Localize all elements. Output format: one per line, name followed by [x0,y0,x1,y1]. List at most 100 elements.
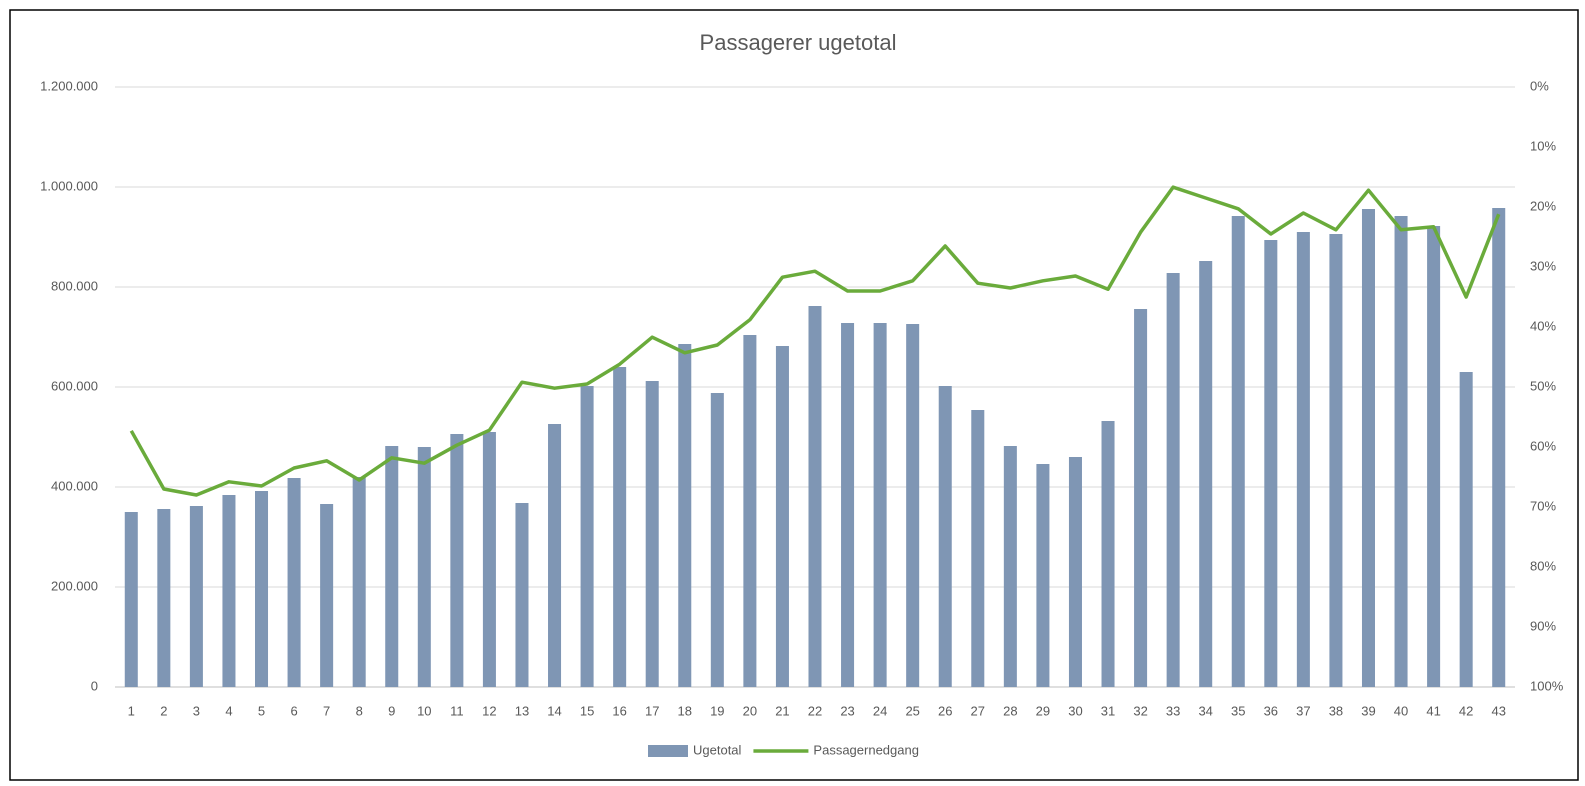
y2-tick-label: 40% [1530,318,1556,333]
x-tick-label: 12 [482,703,496,718]
x-tick-label: 23 [840,703,854,718]
x-tick-label: 5 [258,703,265,718]
x-tick-label: 6 [290,703,297,718]
bar [808,306,822,687]
bar [938,386,952,687]
x-tick-label: 28 [1003,703,1017,718]
x-tick-label: 16 [612,703,626,718]
bar [775,346,789,687]
bar [873,323,887,687]
x-tick-label: 41 [1426,703,1440,718]
x-tick-label: 2 [160,703,167,718]
x-tick-label: 42 [1459,703,1473,718]
y-tick-label: 800.000 [51,278,98,293]
bar [580,386,594,687]
bar [515,503,529,687]
y-tick-label: 600.000 [51,378,98,393]
y-tick-label: 1.200.000 [40,78,98,93]
bar [222,495,236,687]
y2-tick-label: 50% [1530,378,1556,393]
x-tick-label: 7 [323,703,330,718]
x-tick-label: 21 [775,703,789,718]
y2-tick-label: 30% [1530,258,1556,273]
y2-tick-label: 10% [1530,138,1556,153]
bar [157,509,171,687]
x-tick-label: 33 [1166,703,1180,718]
y-tick-label: 0 [91,678,98,693]
bar [1134,309,1148,687]
bar [971,410,985,687]
x-tick-label: 3 [193,703,200,718]
bar [1361,209,1375,687]
y-tick-label: 1.000.000 [40,178,98,193]
bar [743,335,757,687]
bar [1459,372,1473,687]
bar [255,491,269,687]
x-tick-label: 24 [873,703,887,718]
chart-frame [9,9,1579,781]
y-tick-label: 400.000 [51,478,98,493]
bar [1492,208,1506,687]
bar [678,344,692,687]
y2-tick-label: 70% [1530,498,1556,513]
bar [906,324,920,687]
x-tick-label: 9 [388,703,395,718]
x-tick-label: 18 [678,703,692,718]
bar [482,432,496,687]
x-tick-label: 38 [1329,703,1343,718]
chart-title: Passagerer ugetotal [700,30,897,55]
x-tick-label: 25 [905,703,919,718]
x-tick-label: 8 [356,703,363,718]
bar [450,434,464,687]
x-tick-label: 40 [1394,703,1408,718]
bar [841,323,855,687]
bar [320,504,334,687]
x-tick-label: 36 [1264,703,1278,718]
x-tick-label: 35 [1231,703,1245,718]
x-tick-label: 15 [580,703,594,718]
x-tick-label: 17 [645,703,659,718]
bar [124,512,138,687]
x-tick-label: 27 [971,703,985,718]
x-tick-label: 10 [417,703,431,718]
x-tick-label: 37 [1296,703,1310,718]
bar [1199,261,1213,687]
y2-tick-label: 90% [1530,618,1556,633]
x-tick-label: 14 [547,703,561,718]
bar [645,381,659,687]
bar [1036,464,1050,687]
x-tick-label: 20 [743,703,757,718]
y2-tick-label: 20% [1530,198,1556,213]
x-tick-label: 11 [450,703,464,718]
x-tick-label: 22 [808,703,822,718]
bar [1101,421,1115,687]
bar [1166,273,1180,687]
x-tick-label: 30 [1068,703,1082,718]
bar [1329,234,1343,687]
x-tick-label: 34 [1198,703,1212,718]
bar [352,477,366,687]
x-tick-label: 39 [1361,703,1375,718]
bar [1394,216,1408,687]
bar [385,446,399,687]
x-tick-label: 1 [128,703,135,718]
bar [710,393,724,687]
bar [417,447,431,687]
x-tick-label: 29 [1036,703,1050,718]
y2-tick-label: 60% [1530,438,1556,453]
legend-label: Ugetotal [693,742,742,757]
legend-label: Passagernedgang [813,742,919,757]
bar [548,424,562,687]
bar [1264,240,1278,687]
x-tick-label: 31 [1101,703,1115,718]
x-tick-label: 13 [515,703,529,718]
bar [1003,446,1017,687]
bar [1296,232,1310,687]
bar [287,478,301,687]
legend-swatch [648,745,688,757]
x-tick-label: 43 [1491,703,1505,718]
x-tick-label: 19 [710,703,724,718]
bar [1427,226,1441,687]
x-tick-label: 4 [225,703,232,718]
